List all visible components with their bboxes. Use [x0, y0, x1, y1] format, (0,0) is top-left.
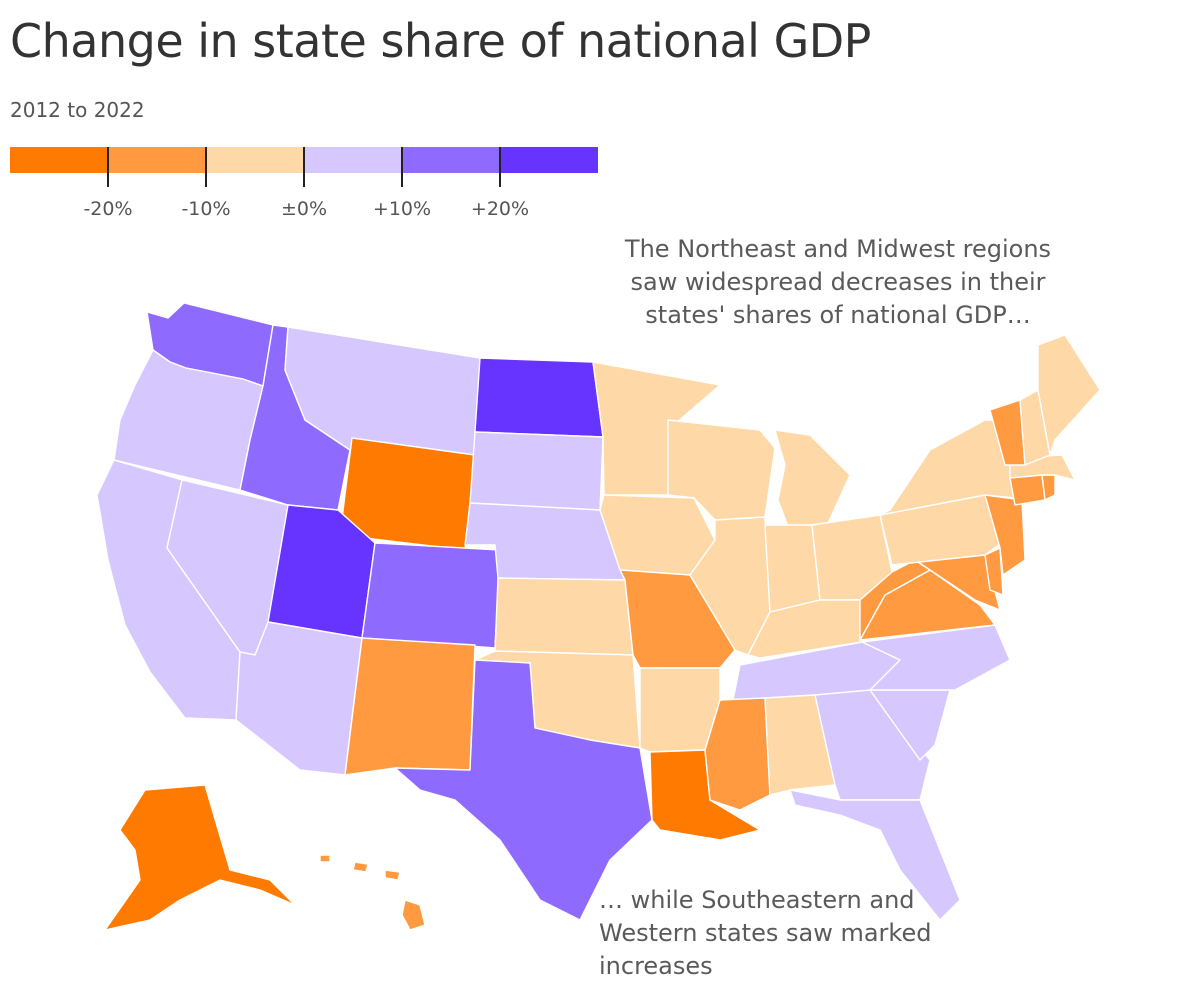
legend-swatch	[304, 147, 402, 173]
legend-tick	[107, 147, 109, 187]
legend-swatch	[10, 147, 108, 173]
state-hi	[319, 854, 331, 863]
legend-label: +20%	[470, 198, 530, 220]
state-de	[984, 547, 1004, 596]
state-me	[1037, 334, 1101, 456]
state-hi	[384, 869, 401, 881]
state-hi	[352, 861, 369, 873]
state-sd	[469, 431, 604, 511]
chart-title: Change in state share of national GDP	[10, 14, 871, 68]
state-ct	[1009, 474, 1046, 506]
state-in	[764, 524, 821, 613]
annotation-northeast: The Northeast and Midwest regions saw wi…	[624, 235, 1052, 329]
state-al	[764, 694, 836, 796]
legend-tick	[499, 147, 501, 187]
state-ks	[494, 577, 634, 656]
chart-subtitle: 2012 to 2022	[10, 98, 145, 122]
legend-label: +10%	[372, 198, 432, 220]
annotation-southwest: … while Southeastern and Western states …	[599, 886, 932, 980]
state-mi	[774, 429, 851, 533]
state-ri	[1041, 474, 1056, 501]
state-co	[361, 542, 501, 649]
state-hi	[401, 899, 426, 931]
legend-tick	[303, 147, 305, 187]
state-fl	[789, 789, 961, 921]
legend-color-scale	[10, 147, 598, 187]
legend-swatch	[206, 147, 304, 173]
state-nm	[344, 637, 476, 776]
state-nd	[474, 357, 604, 438]
legend-label: -10%	[181, 198, 231, 220]
legend-tick	[205, 147, 207, 187]
legend-swatch	[500, 147, 598, 173]
state-ak	[104, 784, 296, 931]
legend-label: ±0%	[280, 198, 328, 220]
legend-label: -20%	[83, 198, 133, 220]
legend-swatch	[402, 147, 500, 173]
state-tx	[394, 659, 653, 921]
legend-tick	[401, 147, 403, 187]
legend-swatch	[108, 147, 206, 173]
